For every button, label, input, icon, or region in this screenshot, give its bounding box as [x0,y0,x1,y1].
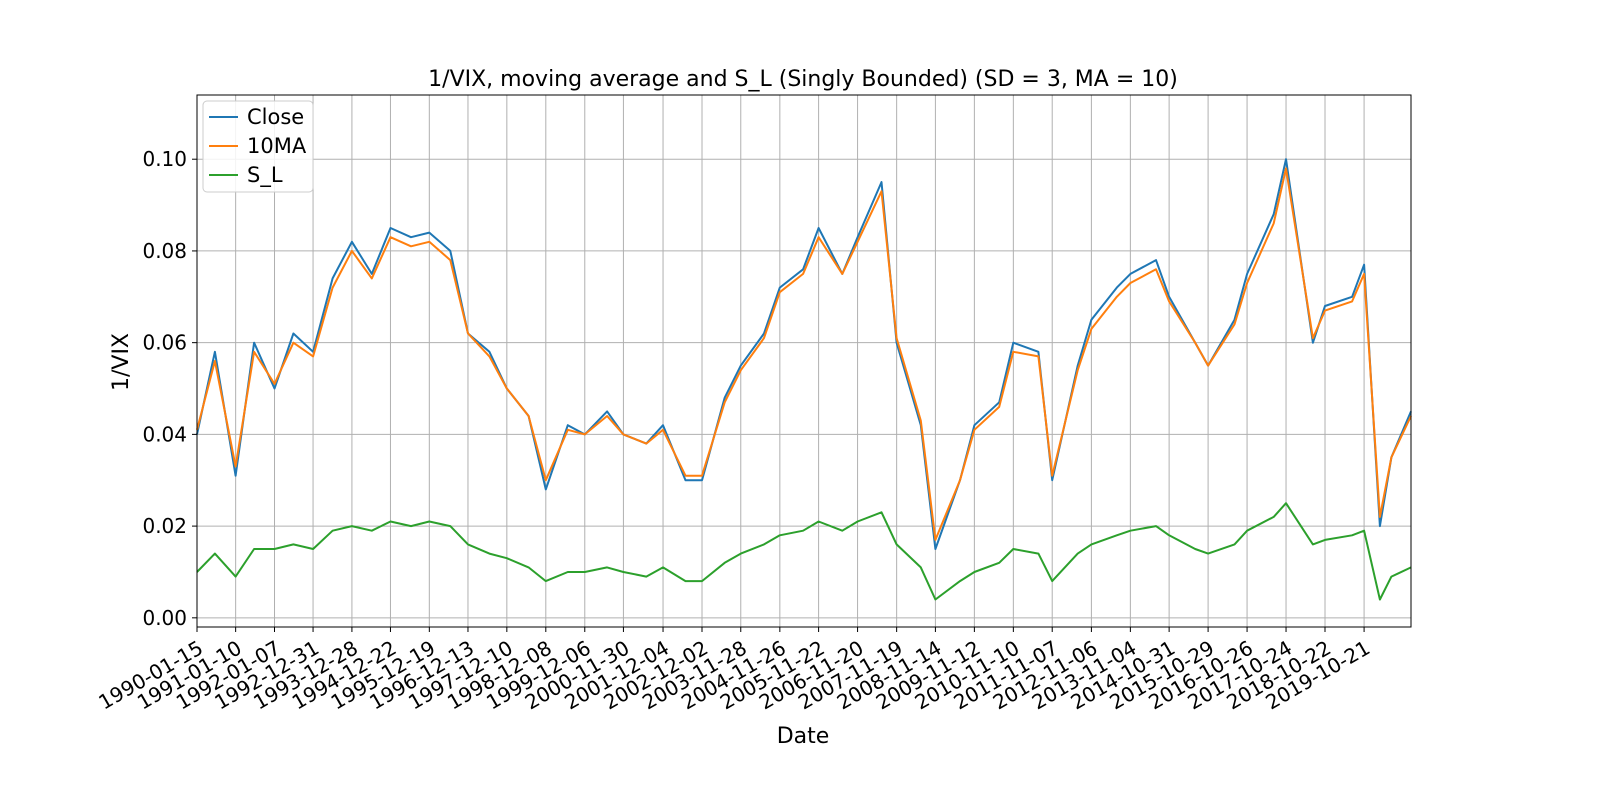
legend-label: 10MA [247,134,307,158]
y-tick-label: 0.06 [142,331,187,355]
legend-label: S_L [247,163,283,188]
legend-box [202,100,314,193]
x-axis: 1990-01-151991-01-101992-01-071992-12-31… [94,627,1374,714]
legend-label: Close [247,105,304,129]
chart-title: 1/VIX, moving average and S_L (Singly Bo… [428,67,1178,92]
legend: Close 10MA S_L [202,100,314,193]
series-line-10ma [196,167,1412,541]
x-axis-label: Date [777,724,830,749]
y-tick-label: 0.02 [142,514,187,538]
y-axis-label: 1/VIX [109,333,134,391]
y-tick-label: 0.10 [142,147,187,171]
y-axis: 0.00 0.02 0.04 0.06 0.08 0.10 [142,147,197,630]
plot-frame [196,94,1412,628]
plot-series [196,158,1412,601]
series-line-s-l [196,502,1412,601]
y-tick-label: 0.00 [142,606,187,630]
y-tick-label: 0.08 [142,239,187,263]
series-line-close [196,158,1412,550]
y-tick-label: 0.04 [142,422,187,446]
